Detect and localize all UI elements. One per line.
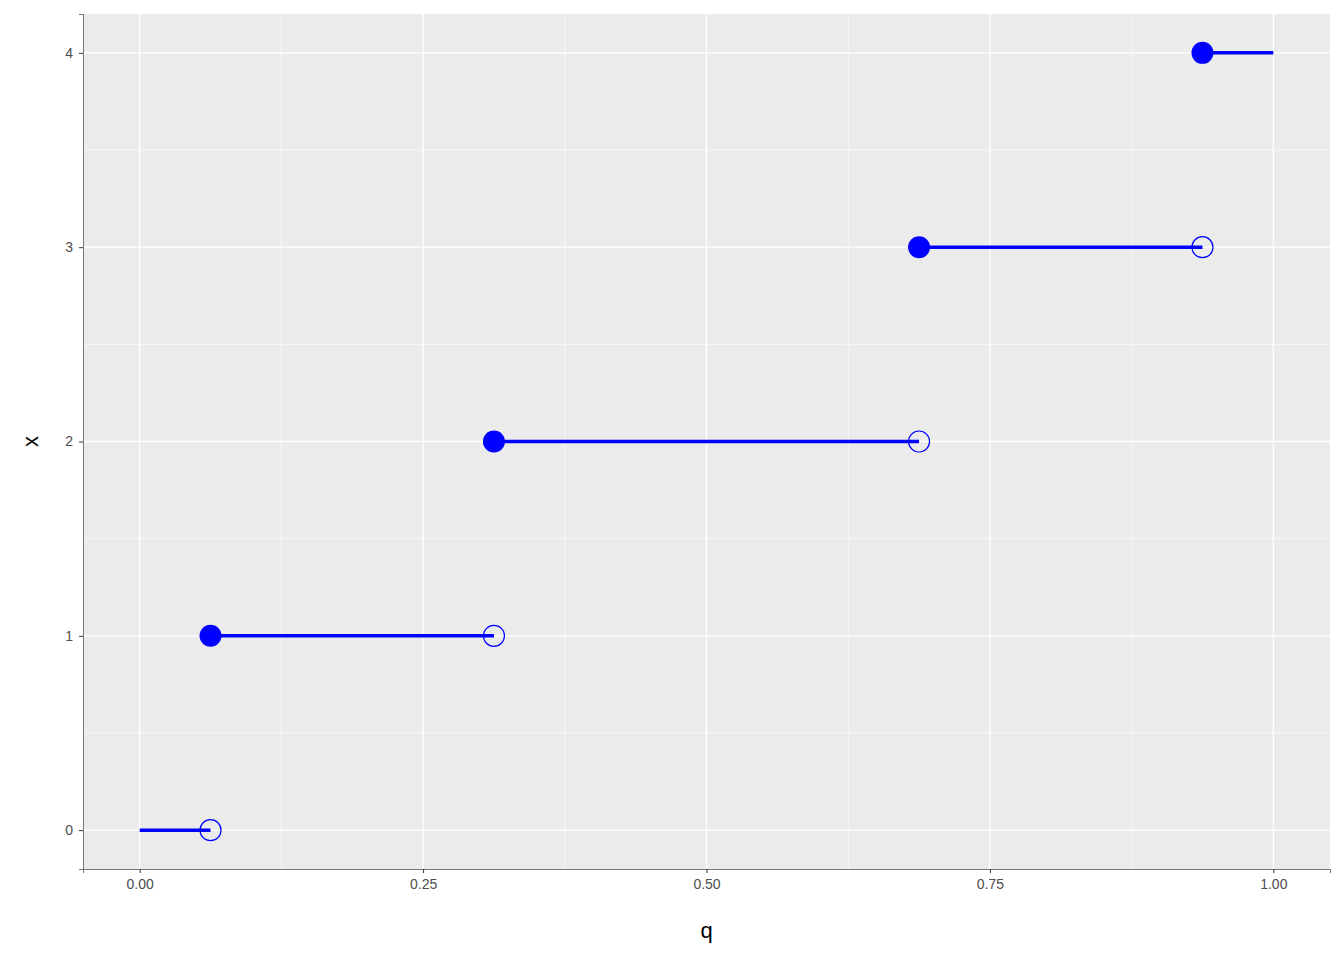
tick: 0.75 — [977, 869, 1004, 892]
x-axis: 0.00 0.25 0.50 0.75 1.00 — [84, 869, 1331, 892]
grid-line — [83, 635, 1330, 636]
tick-mark — [79, 53, 83, 54]
tick-label: 1.00 — [1260, 876, 1287, 892]
tick-mark — [79, 830, 83, 831]
tick-mark — [140, 869, 141, 873]
tick: 0.00 — [127, 869, 154, 892]
tick-mark — [79, 442, 83, 443]
x-axis-title: q — [700, 918, 712, 943]
step-segment — [211, 634, 494, 638]
tick-label: 4 — [65, 45, 73, 61]
grid — [83, 14, 1330, 869]
tick: 4 — [65, 45, 83, 61]
tick-label: 0.25 — [410, 876, 437, 892]
tick-label: 0.00 — [127, 876, 154, 892]
chart: 0.00 0.25 0.50 0.75 1.00 0 1 2 3 4 q x — [0, 0, 1344, 960]
grid-line — [83, 52, 1330, 53]
panel-background — [83, 14, 1330, 869]
tick: 1.00 — [1260, 869, 1287, 892]
tick-label: 3 — [65, 239, 73, 255]
step-segment — [919, 245, 1202, 249]
grid-line — [83, 441, 1330, 442]
closed-point — [1191, 42, 1213, 64]
tick: 2 — [65, 433, 83, 449]
plot: 0.00 0.25 0.50 0.75 1.00 0 1 2 3 4 — [65, 14, 1330, 892]
open-point — [909, 431, 930, 452]
tick: 0.25 — [410, 869, 437, 892]
tick: 1 — [65, 628, 83, 644]
tick-mark — [707, 869, 708, 873]
tick-label: 0.75 — [977, 876, 1004, 892]
tick-mark — [423, 869, 424, 873]
tick-mark — [990, 869, 991, 873]
tick-label: 0 — [65, 822, 73, 838]
open-point — [483, 625, 504, 646]
grid-line — [83, 829, 1330, 830]
closed-point — [200, 625, 222, 647]
step-segment — [494, 440, 919, 444]
tick: 0 — [65, 822, 83, 838]
closed-point — [483, 431, 505, 453]
open-point — [1192, 237, 1213, 258]
axis-line — [79, 15, 84, 870]
closed-point — [908, 236, 930, 258]
tick-mark — [79, 247, 83, 248]
tick-label: 0.50 — [693, 876, 720, 892]
tick-mark — [1273, 869, 1274, 873]
tick-mark — [79, 636, 83, 637]
tick-label: 2 — [65, 433, 73, 449]
axis-line — [84, 870, 1331, 874]
open-point — [200, 820, 221, 841]
grid-line — [83, 247, 1330, 248]
tick: 3 — [65, 239, 83, 255]
y-axis: 0 1 2 3 4 — [65, 15, 83, 870]
y-axis-title: x — [18, 436, 43, 447]
tick-label: 1 — [65, 628, 73, 644]
tick: 0.50 — [693, 869, 720, 892]
marks — [140, 42, 1274, 841]
